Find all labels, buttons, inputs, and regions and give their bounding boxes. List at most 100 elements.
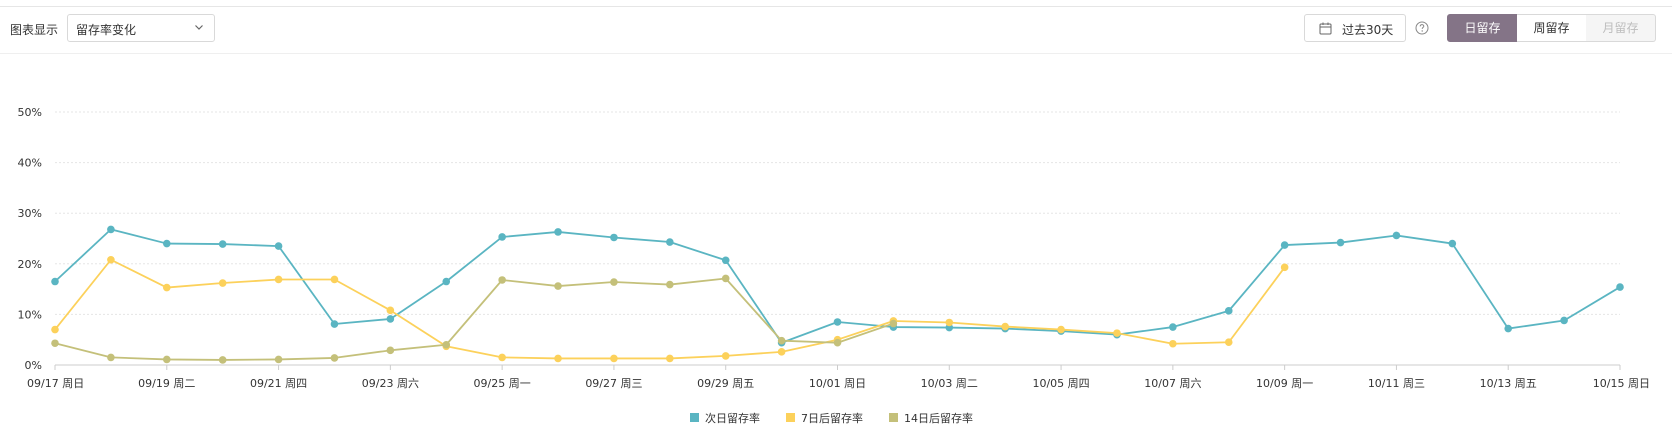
data-point <box>498 353 506 362</box>
chart-legend: 次日留存率 7日后留存率 14日后留存率 <box>690 411 973 425</box>
data-point <box>107 225 115 234</box>
question-circle-icon[interactable] <box>1414 20 1430 36</box>
data-point <box>610 233 618 242</box>
legend-label: 次日留存率 <box>705 411 760 425</box>
data-point <box>386 346 395 355</box>
data-point <box>721 256 730 265</box>
data-point <box>610 278 618 286</box>
data-point <box>1169 323 1177 331</box>
series-2 <box>51 255 1289 363</box>
data-point <box>330 354 339 362</box>
data-point <box>274 242 283 250</box>
x-tick-label: 09/17 周日 <box>27 377 84 390</box>
data-point <box>218 279 227 287</box>
y-tick-label: 0% <box>25 359 42 372</box>
data-point <box>51 325 59 334</box>
data-point <box>498 276 506 284</box>
retention-line-chart: 0% 10% 20% 30% 40% 50% 09/17 周日 09/19 周二 09/21 周… <box>18 106 1650 425</box>
legend-swatch <box>786 413 795 422</box>
data-point <box>330 275 339 284</box>
data-point <box>162 239 171 248</box>
data-point <box>777 348 786 356</box>
x-tick-label: 09/29 周五 <box>697 377 754 390</box>
data-point <box>554 354 562 363</box>
data-point <box>777 336 786 345</box>
data-point <box>442 340 451 349</box>
date-range-button[interactable]: 过去30天 <box>1304 14 1406 42</box>
data-point <box>1113 329 1121 337</box>
data-point <box>218 240 227 248</box>
y-tick-label: 50% <box>18 106 42 119</box>
metric-select-value: 留存率变化 <box>76 23 137 37</box>
calendar-icon <box>1319 22 1332 35</box>
data-point <box>1169 339 1177 348</box>
y-tick-label: 20% <box>18 258 42 271</box>
data-point <box>1057 325 1065 334</box>
legend-swatch <box>889 413 898 422</box>
data-point <box>274 275 283 284</box>
y-tick-label: 10% <box>18 308 42 321</box>
chart-axes: 0% 10% 20% 30% 40% 50% 09/17 周日 09/19 周二 09/21 周… <box>18 106 1650 390</box>
x-tick-label: 10/07 周六 <box>1144 377 1201 390</box>
data-point <box>107 255 115 264</box>
legend-label: 7日后留存率 <box>801 411 863 425</box>
data-point <box>51 339 59 348</box>
data-point <box>442 277 451 286</box>
display-label: 图表显示 <box>10 23 59 37</box>
date-range-label: 过去30天 <box>1342 23 1394 37</box>
y-tick-label: 30% <box>18 207 42 220</box>
series-1 <box>51 225 1624 347</box>
y-tick-label: 40% <box>18 157 42 170</box>
x-tick-label: 09/25 周一 <box>474 377 531 390</box>
data-point <box>218 356 227 364</box>
data-point <box>386 315 395 323</box>
chevron-down-icon <box>195 25 203 30</box>
series-line <box>54 258 1286 360</box>
data-point <box>498 233 506 241</box>
data-point <box>162 355 171 364</box>
series-line <box>54 277 894 361</box>
x-tick-label: 10/13 周五 <box>1480 377 1537 390</box>
data-point <box>945 318 954 327</box>
data-point <box>1448 239 1457 248</box>
data-point <box>666 280 674 289</box>
x-tick-label: 10/09 周一 <box>1256 377 1313 390</box>
x-tick-label: 09/21 周四 <box>250 377 307 390</box>
data-point <box>554 228 562 236</box>
data-point <box>162 283 171 292</box>
data-point <box>1392 231 1401 240</box>
data-point <box>51 277 59 286</box>
data-point <box>107 353 115 362</box>
data-point <box>1616 283 1624 291</box>
x-tick-label: 09/27 周三 <box>585 377 642 390</box>
data-point <box>833 338 842 347</box>
data-point <box>330 320 339 328</box>
chart-toolbar: 图表显示 留存率变化 过去30天 日留存 周留存 月留存 <box>0 7 1672 54</box>
data-point <box>554 282 562 290</box>
data-point <box>386 306 395 315</box>
x-tick-label: 10/03 周二 <box>921 377 978 390</box>
data-point <box>1560 316 1568 325</box>
data-point <box>1224 338 1233 347</box>
legend-item: 7日后留存率 <box>786 411 863 425</box>
grid-lines <box>55 111 1620 315</box>
tab-weekly-retention[interactable]: 周留存 <box>1517 14 1587 42</box>
data-point <box>721 274 730 283</box>
x-tick-label: 10/05 周四 <box>1032 377 1089 390</box>
data-point <box>1280 263 1289 272</box>
legend-item: 14日后留存率 <box>889 411 973 425</box>
series-lines <box>51 225 1624 364</box>
metric-select[interactable]: 留存率变化 <box>67 14 215 42</box>
data-point <box>1224 307 1233 315</box>
legend-item: 次日留存率 <box>690 411 760 425</box>
data-point <box>1001 322 1009 331</box>
data-point <box>610 354 618 363</box>
data-point <box>1504 324 1513 333</box>
tab-monthly-retention: 月留存 <box>1586 14 1656 42</box>
data-point <box>1336 238 1345 247</box>
data-point <box>274 355 283 364</box>
legend-swatch <box>690 413 699 422</box>
tab-daily-retention[interactable]: 日留存 <box>1447 14 1518 42</box>
top-divider <box>0 6 1672 7</box>
x-tick-label: 09/19 周二 <box>138 377 195 390</box>
